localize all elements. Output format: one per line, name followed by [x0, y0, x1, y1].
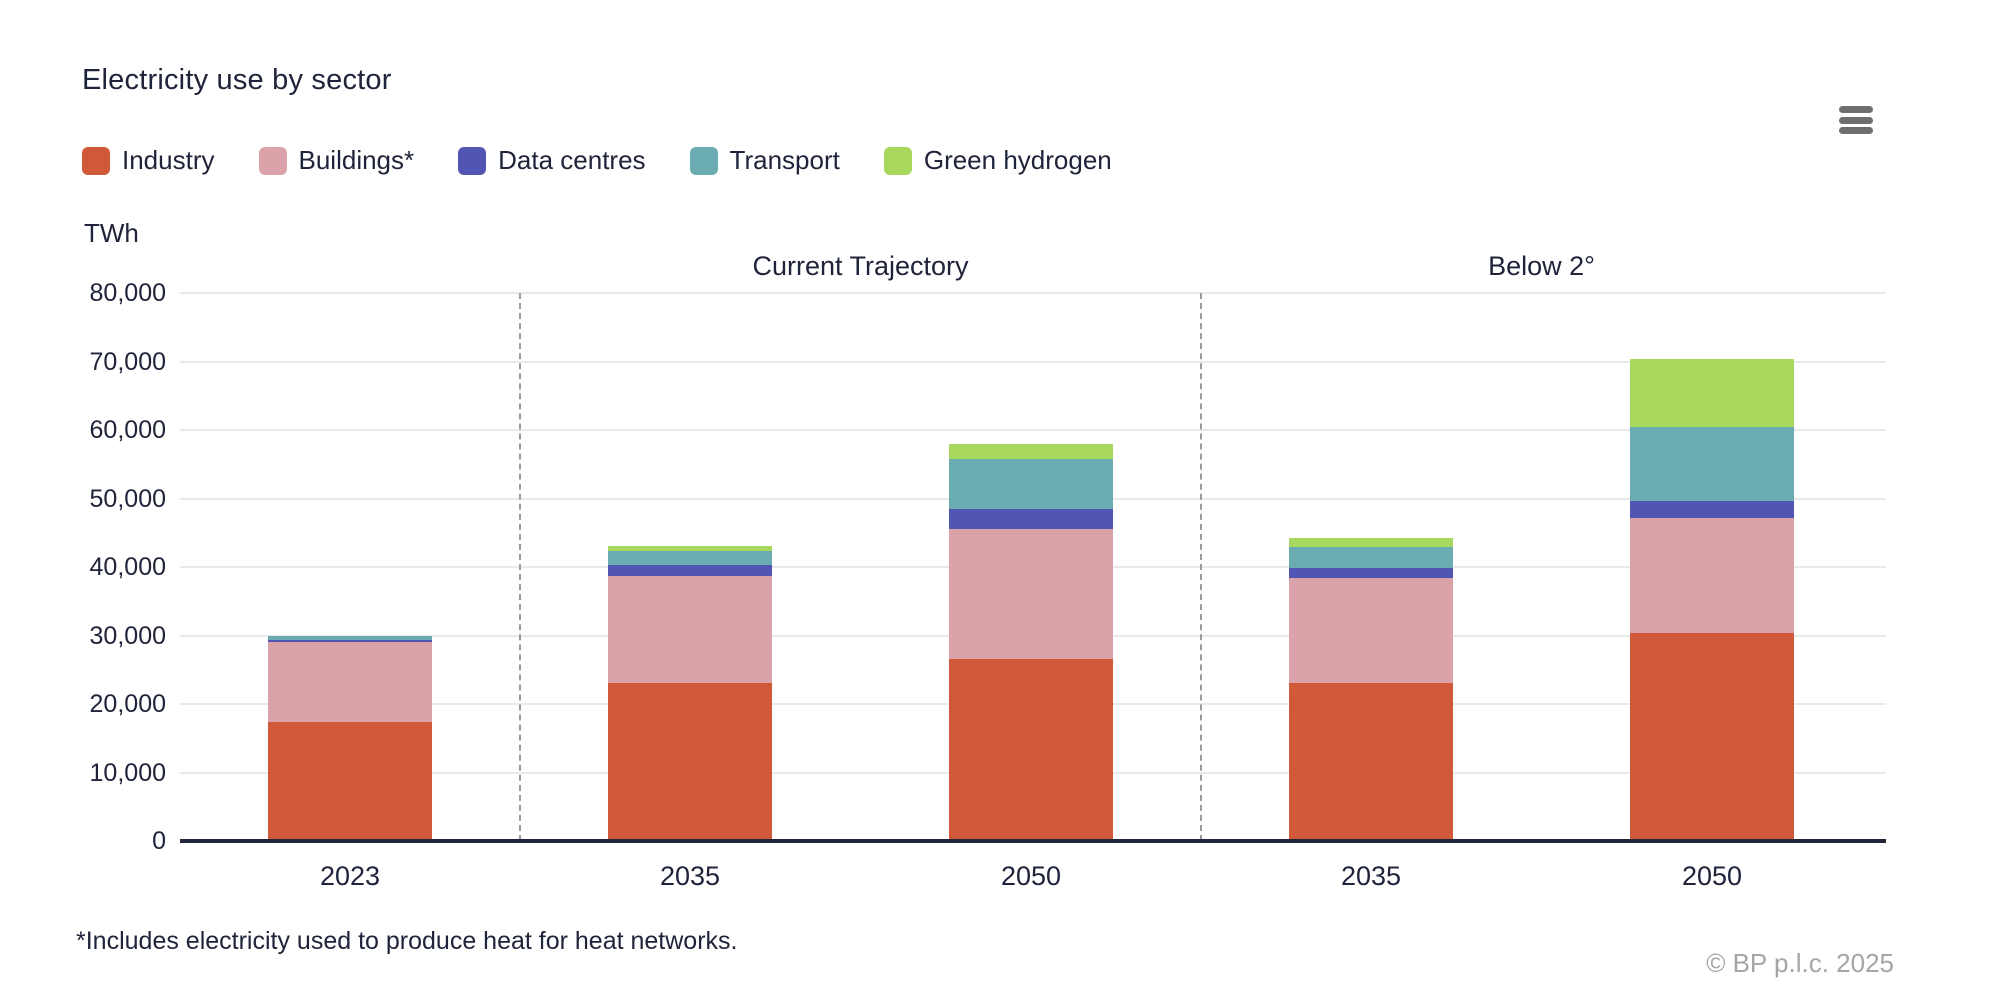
bar-segment-industry: [268, 722, 432, 841]
x-axis-tick-label: 2050: [1681, 861, 1743, 891]
bar-segment-buildings: [268, 642, 432, 723]
section-header: Current Trajectory: [752, 251, 969, 281]
y-axis-tick-label: 40,000: [89, 553, 166, 581]
hamburger-menu-icon[interactable]: [1839, 106, 1873, 134]
y-axis-tick-label: 70,000: [89, 347, 166, 376]
bar-segment-transport: [1289, 547, 1453, 568]
legend: Industry Buildings* Data centres Transport G…: [82, 145, 1112, 176]
bar-segment-industry: [1289, 683, 1453, 841]
y-axis-tick-label: 30,000: [89, 621, 166, 650]
copyright: © BP p.l.c. 2025: [1706, 948, 1894, 978]
section-header: Below 2°: [1488, 251, 1595, 281]
bar-segment-buildings: [949, 529, 1113, 660]
bar-segment-industry: [1630, 632, 1794, 841]
legend-item-green-hydrogen[interactable]: Green hydrogen: [883, 145, 1112, 176]
bar-segment-transport: [608, 550, 772, 565]
legend-swatch: [689, 146, 718, 175]
bar-segment-industry: [608, 683, 772, 841]
x-axis-tick-label: 2035: [1340, 861, 1402, 891]
gridline: [180, 429, 1886, 431]
bar-segment-data-centres: [608, 564, 772, 576]
y-axis-tick-label: 20,000: [89, 690, 166, 718]
bar-segment-data-centres: [949, 508, 1113, 530]
x-axis-tick-label: 2023: [319, 861, 381, 891]
y-axis-tick-label: 60,000: [89, 416, 166, 444]
legend-item-data-centres[interactable]: Data centres: [458, 145, 646, 176]
legend-swatch: [82, 146, 110, 175]
legend-label: Industry: [122, 145, 215, 175]
x-axis-tick-label: 2035: [659, 861, 721, 891]
bar-segment-buildings: [608, 575, 772, 684]
legend-item-transport[interactable]: Transport: [689, 145, 840, 176]
bar-segment-green-hydrogen: [1289, 537, 1453, 548]
page-title: Electricity use by sector: [82, 64, 392, 96]
gridline: [180, 292, 1886, 294]
y-axis-tick-label: 0: [152, 827, 166, 855]
legend-swatch: [458, 146, 487, 175]
legend-label: Green hydrogen: [923, 145, 1112, 175]
legend-item-industry[interactable]: Industry: [82, 145, 215, 176]
menu-bar: [1839, 127, 1873, 134]
y-axis-tick-label: 50,000: [89, 484, 166, 513]
bar-segment-transport: [1630, 427, 1794, 501]
bar-segment-green-hydrogen: [1630, 358, 1794, 428]
section-separator-line: [519, 293, 521, 841]
y-axis-unit-label: TWh: [84, 218, 139, 248]
legend-swatch: [258, 146, 287, 175]
bar-segment-green-hydrogen: [949, 443, 1113, 460]
bar-segment-buildings: [1289, 577, 1453, 684]
y-axis-tick-label: 10,000: [89, 758, 166, 787]
menu-bar: [1839, 116, 1873, 124]
section-separator-line: [1200, 293, 1202, 841]
legend-swatch: [883, 146, 912, 175]
menu-bar: [1839, 106, 1873, 113]
y-axis-tick-label: 80,000: [89, 279, 166, 307]
bar-segment-data-centres: [1630, 500, 1794, 518]
legend-label: Buildings*: [298, 145, 415, 175]
bar-segment-industry: [949, 659, 1113, 841]
bar-segment-data-centres: [1289, 567, 1453, 578]
gridline: [180, 360, 1886, 363]
footnote: *Includes electricity used to produce he…: [76, 927, 738, 955]
bar-segment-transport: [949, 459, 1113, 509]
legend-item-buildings[interactable]: Buildings*: [258, 145, 415, 176]
bar-segment-green-hydrogen: [608, 545, 772, 551]
bar-segment-data-centres: [268, 639, 432, 643]
bar-segment-transport: [268, 635, 432, 640]
x-axis-tick-label: 2050: [1000, 861, 1062, 891]
legend-label: Transport: [729, 145, 840, 175]
x-axis-line: [180, 839, 1886, 843]
legend-label: Data centres: [498, 145, 646, 175]
bar-segment-buildings: [1630, 517, 1794, 633]
